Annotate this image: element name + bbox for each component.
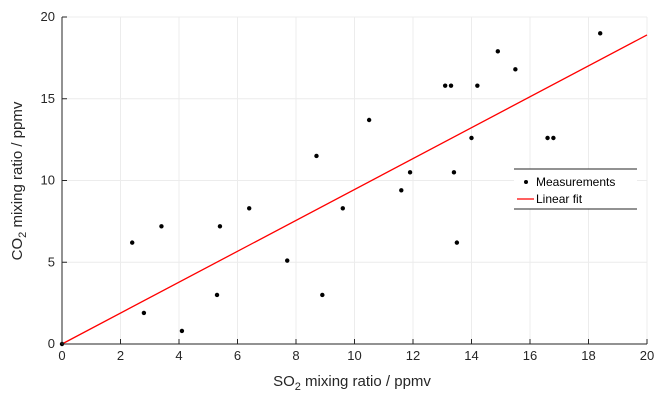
x-tick-label: 14 xyxy=(464,348,478,363)
x-axis-label: SO2 mixing ratio / ppmv xyxy=(273,373,431,393)
measurement-point xyxy=(340,206,345,211)
x-tick-label: 0 xyxy=(58,348,65,363)
measurement-point xyxy=(475,83,480,88)
measurement-point xyxy=(159,224,164,229)
measurement-point xyxy=(551,135,556,141)
points-layer xyxy=(59,31,603,347)
y-tick-label: 0 xyxy=(48,336,55,351)
x-tick-label: 16 xyxy=(523,348,537,363)
fit-line-layer xyxy=(61,34,648,345)
tick-labels: 0 2 4 6 8 10 12 14 16 18 20 0 5 10 15 20 xyxy=(41,9,655,363)
y-tick-label: 10 xyxy=(41,173,55,188)
x-tick-label: 2 xyxy=(117,348,124,363)
measurement-point xyxy=(407,170,413,175)
measurement-point xyxy=(469,135,474,141)
measurement-point xyxy=(320,292,325,298)
measurement-point xyxy=(454,240,460,245)
measurement-point xyxy=(513,67,518,72)
x-tick-label: 8 xyxy=(292,348,299,363)
measurement-point xyxy=(285,258,290,263)
axes xyxy=(61,16,648,345)
measurement-point xyxy=(598,31,603,36)
x-tick-label: 18 xyxy=(581,348,595,363)
measurement-point xyxy=(399,188,404,193)
y-tick-label: 20 xyxy=(41,9,55,24)
measurement-point xyxy=(495,49,501,54)
legend-label-linear-fit: Linear fit xyxy=(536,192,583,206)
y-tick-label: 15 xyxy=(41,91,55,106)
measurement-point xyxy=(442,83,448,88)
measurement-point xyxy=(247,206,252,211)
measurement-point xyxy=(366,117,372,123)
x-tick-label: 20 xyxy=(640,348,654,363)
linear-fit-line xyxy=(61,34,648,345)
y-axis-label: CO2 mixing ratio / ppmv xyxy=(9,101,29,260)
measurement-point xyxy=(179,328,185,334)
legend-label-measurements: Measurements xyxy=(536,175,615,189)
measurement-point xyxy=(130,240,135,245)
x-tick-label: 6 xyxy=(234,348,241,363)
legend-marker-measurements xyxy=(524,180,528,184)
x-tick-label: 4 xyxy=(175,348,182,363)
y-tick-label: 5 xyxy=(48,254,55,269)
measurement-point xyxy=(214,292,220,298)
measurement-point xyxy=(217,224,223,229)
measurement-point xyxy=(141,310,147,316)
measurement-point xyxy=(451,170,457,175)
measurement-point xyxy=(545,135,550,141)
x-tick-label: 10 xyxy=(347,348,361,363)
x-tick-label: 12 xyxy=(406,348,420,363)
legend-box xyxy=(514,169,637,209)
legend: Measurements Linear fit xyxy=(514,168,637,210)
measurement-point xyxy=(448,83,454,88)
measurement-point xyxy=(314,153,319,159)
